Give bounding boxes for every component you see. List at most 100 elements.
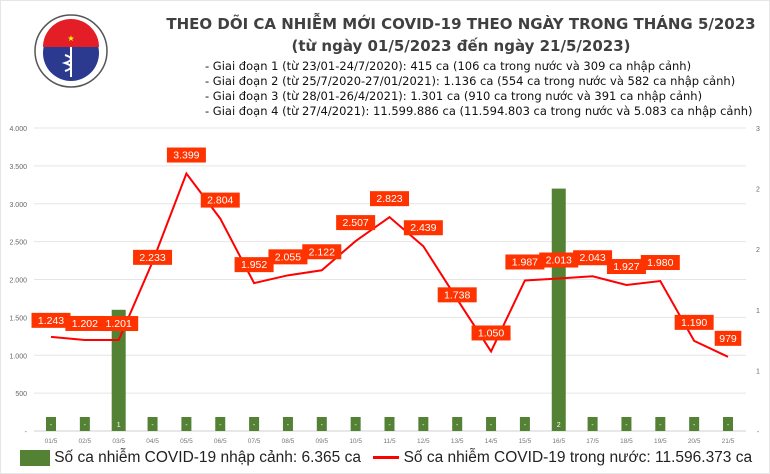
bar-label: -: [659, 422, 662, 429]
data-label: 1.050: [478, 327, 504, 339]
x-tick-label: 11/5: [383, 438, 396, 445]
left-tick-label: 2.500: [9, 240, 27, 247]
left-tick-label: -: [25, 429, 28, 436]
bar-label: -: [185, 422, 188, 429]
data-label: 1.987: [512, 256, 538, 268]
x-tick-label: 05/5: [180, 438, 193, 445]
bar: [551, 188, 566, 431]
bar: [350, 417, 361, 431]
data-label-box: [539, 252, 579, 268]
data-label-box: [31, 312, 71, 328]
bar-label: -: [321, 422, 324, 429]
bar: [655, 417, 666, 431]
left-tick-label: 1.500: [9, 315, 27, 322]
x-tick-label: 16/5: [552, 438, 565, 445]
data-label-box: [166, 147, 206, 163]
data-label: 2.823: [376, 193, 402, 205]
data-label-box: [370, 191, 409, 207]
phase-3: - Giai đoạn 3 (từ 28/01-26/4/2021): 1.30…: [205, 89, 703, 103]
bar-label: -: [287, 422, 290, 429]
legend-bar-swatch: [19, 449, 50, 466]
x-tick-label: 21/5: [722, 438, 735, 445]
bar-label: -: [354, 422, 357, 429]
bar-label: -: [524, 422, 527, 429]
bar-label: -: [50, 422, 53, 429]
bar: [723, 417, 733, 431]
data-label: 2.804: [207, 195, 233, 207]
data-label-box: [133, 249, 173, 265]
data-label-box: [268, 249, 308, 265]
bar: [181, 417, 192, 431]
bar-label: -: [388, 422, 391, 429]
bar: [249, 417, 260, 431]
data-label: 2.122: [309, 246, 335, 258]
bar-label: -: [693, 422, 696, 429]
bar: [282, 417, 293, 431]
phase-1: - Giai đoạn 1 (từ 23/01-24/7/2020): 415 …: [205, 59, 692, 73]
data-label-box: [714, 330, 742, 346]
ministry-of-health-logo: ★: [34, 14, 108, 88]
x-tick-label: 08/5: [282, 438, 295, 445]
bar-label: -: [151, 422, 154, 429]
data-label-box: [65, 315, 105, 331]
right-tick-label: 2: [756, 247, 760, 254]
data-label: 1.201: [106, 318, 132, 330]
bar-label: -: [591, 422, 594, 429]
right-tick-label: 1: [756, 308, 760, 315]
data-label-box: [505, 254, 545, 270]
right-tick-label: -: [757, 429, 760, 436]
x-tick-label: 04/5: [146, 438, 159, 445]
bar: [519, 417, 530, 431]
data-label-box: [471, 325, 511, 341]
x-tick-label: 02/5: [79, 438, 92, 445]
x-tick-label: 15/5: [519, 438, 532, 445]
chart-title: THEO DÕI CA NHIỄM MỚI COVID-19 THEO NGÀY…: [166, 15, 756, 33]
x-tick-label: 12/5: [417, 438, 430, 445]
bar: [46, 417, 56, 431]
data-label: 1.190: [681, 317, 707, 329]
bar-label: -: [490, 422, 493, 429]
data-label-box: [437, 287, 477, 303]
bar-label: -: [219, 422, 222, 429]
svg-text:★: ★: [67, 34, 74, 43]
right-tick-label: 3: [756, 126, 760, 133]
data-label: 979: [719, 333, 737, 345]
bar-label: -: [727, 422, 730, 429]
data-label-box: [640, 255, 680, 271]
legend-line-label: Số ca nhiễm COVID-19 trong nước: 11.596.…: [403, 449, 753, 466]
bar-label: -: [84, 422, 87, 429]
bar: [587, 417, 598, 431]
data-label-box: [336, 215, 376, 231]
bar-label: -: [253, 422, 256, 429]
x-tick-label: 10/5: [349, 438, 362, 445]
bar-label: -: [456, 422, 459, 429]
data-label: 1.952: [241, 259, 267, 271]
bar: [316, 417, 327, 431]
phase-4: - Giai đoạn 4 (từ 27/4/2021): 11.599.886…: [205, 104, 753, 118]
data-label: 3.399: [173, 150, 199, 162]
bar: [215, 417, 226, 431]
bar-label: 1: [117, 422, 121, 429]
bar-label: -: [422, 422, 425, 429]
left-tick-label: 500: [15, 391, 27, 398]
data-label-box: [674, 314, 714, 330]
x-tick-label: 17/5: [586, 438, 599, 445]
legend: Số ca nhiễm COVID-19 nhập cảnh: 6.365 ca…: [1, 449, 769, 467]
data-label: 1.243: [38, 315, 64, 327]
right-tick-label: 2: [756, 187, 760, 194]
bar: [621, 417, 632, 431]
data-label-box: [302, 244, 342, 260]
data-label-box: [234, 257, 274, 273]
left-tick-label: 4.000: [9, 126, 27, 133]
left-tick-label: 3.000: [9, 202, 27, 209]
data-label: 2.439: [410, 222, 436, 234]
data-label: 1.738: [444, 289, 470, 301]
bar-label: -: [625, 422, 628, 429]
bar: [147, 417, 158, 431]
data-label: 2.233: [139, 252, 165, 264]
data-label-box: [403, 220, 443, 236]
bar: [452, 417, 463, 431]
left-tick-label: 2.000: [9, 278, 27, 285]
chart-subtitle: (từ ngày 01/5/2023 đến ngày 21/5/2023): [291, 37, 631, 55]
bar: [384, 417, 395, 431]
